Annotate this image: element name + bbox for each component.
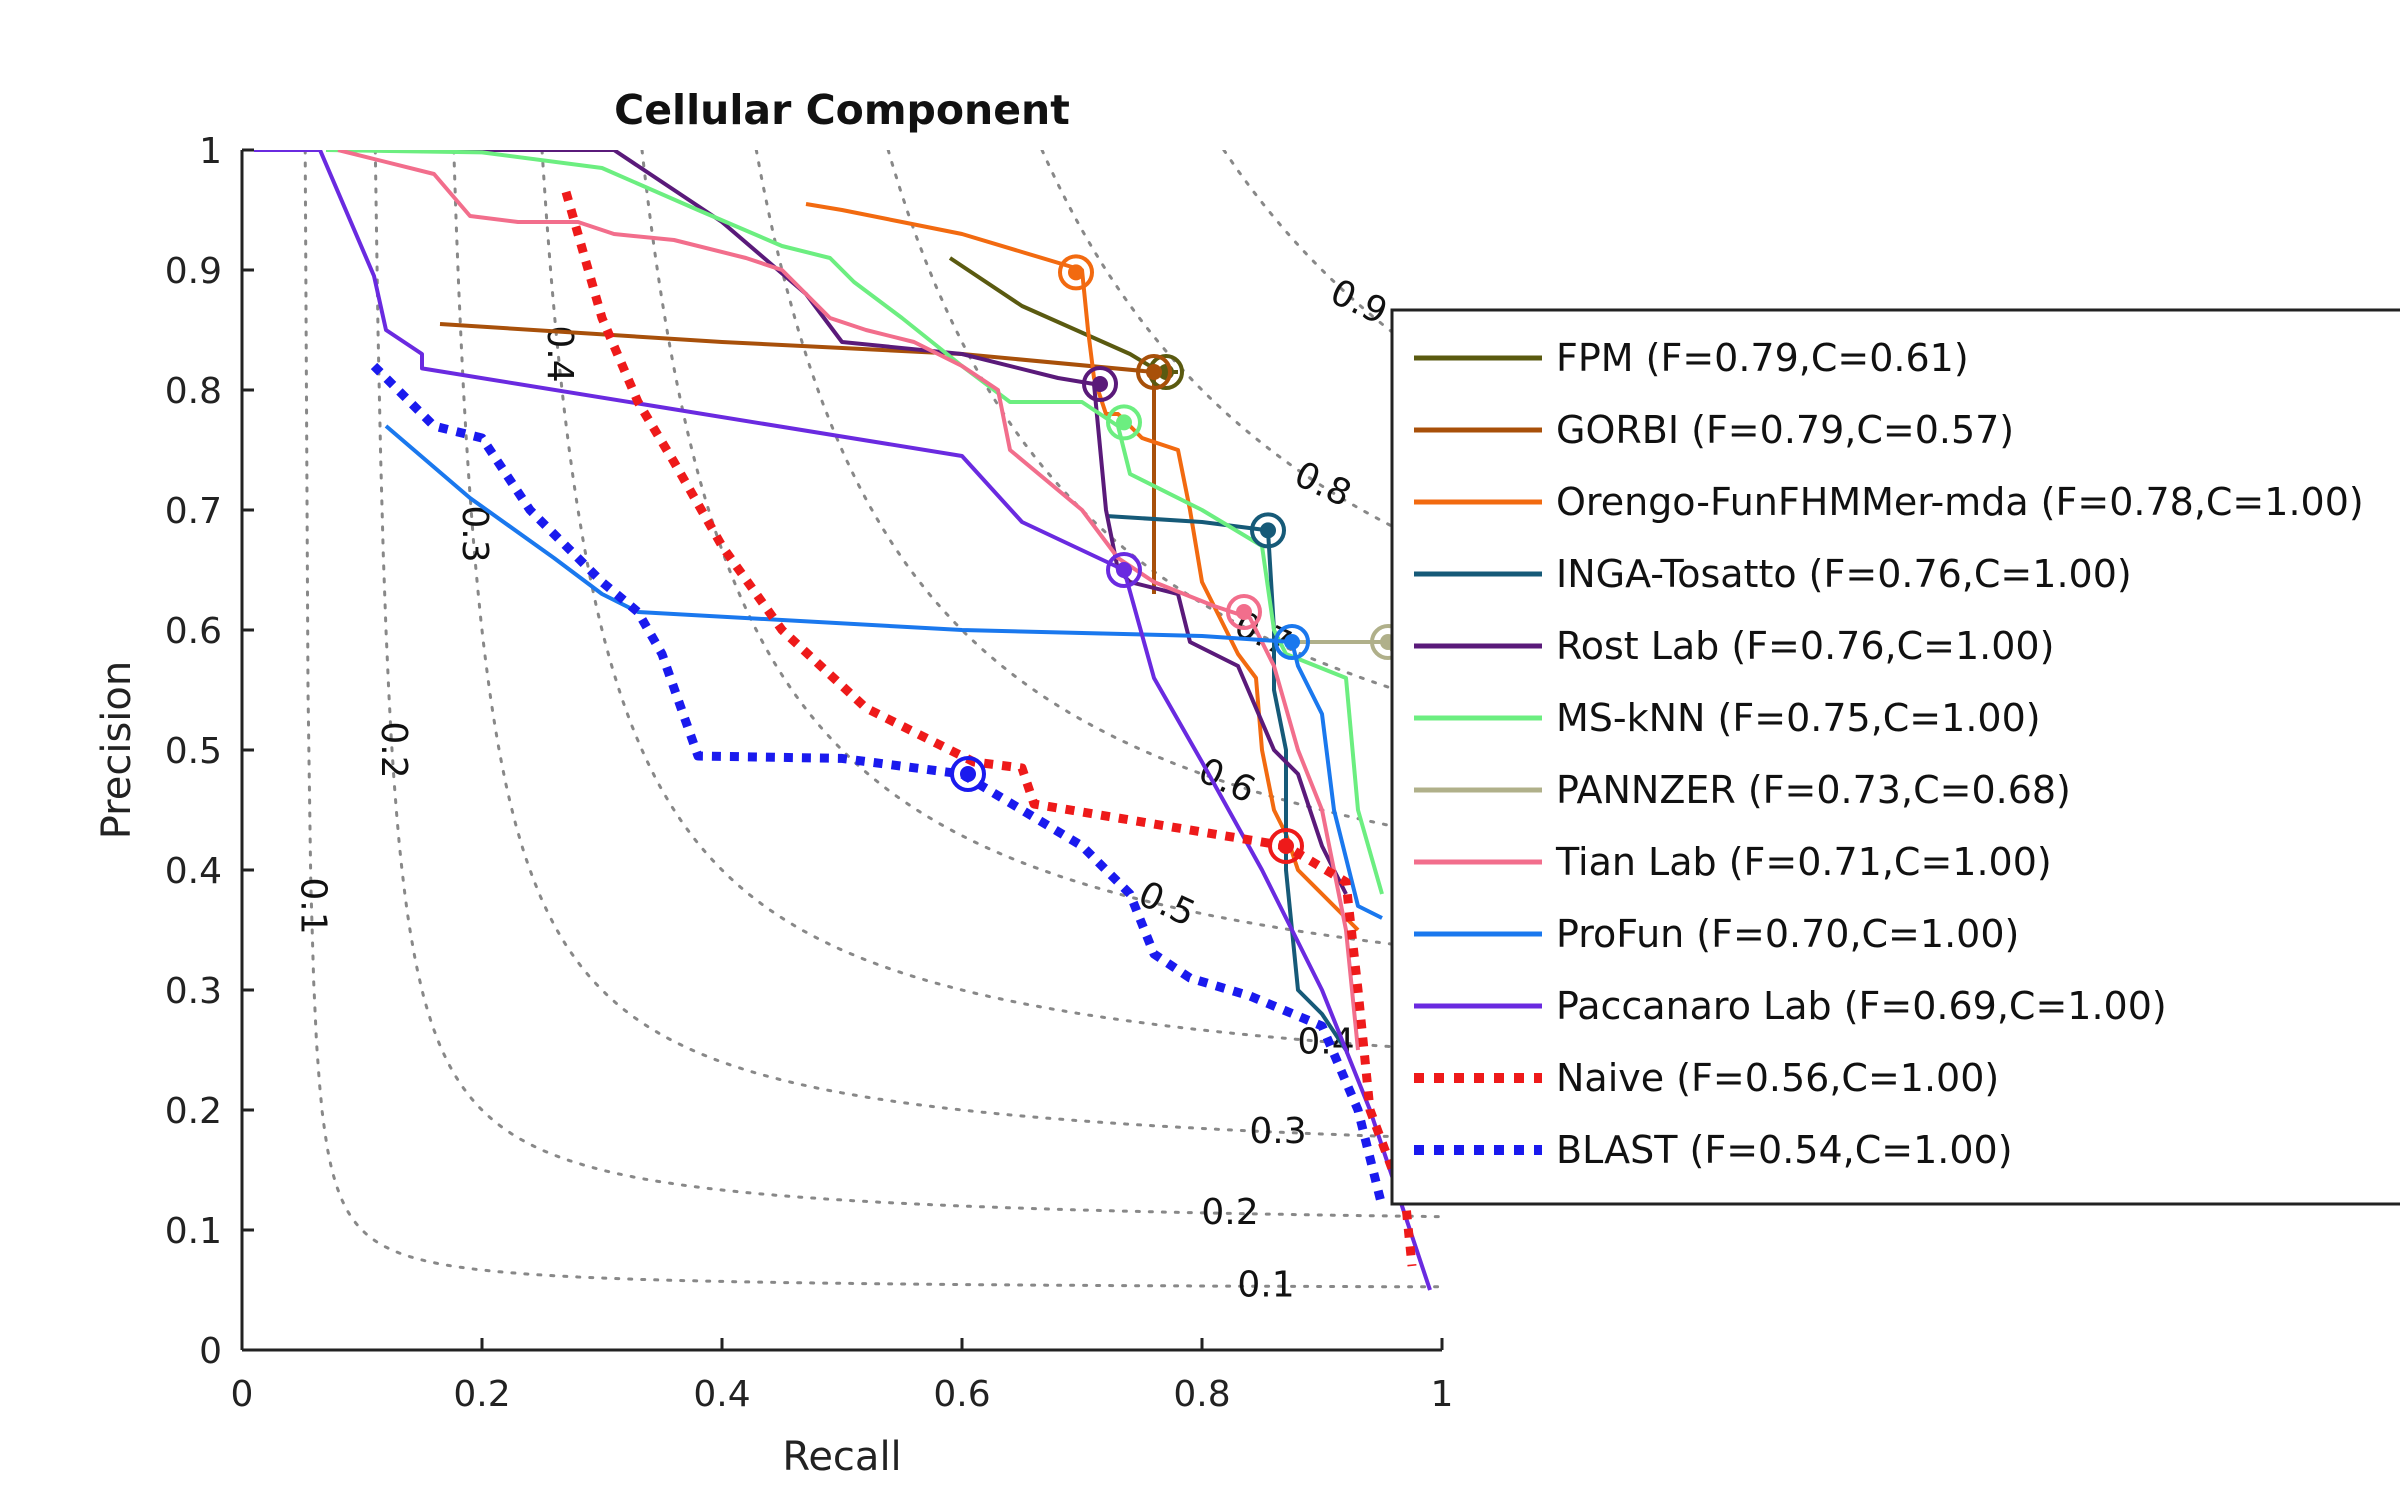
series-line-blast <box>370 362 1387 1208</box>
legend-box <box>1390 308 2400 1206</box>
series-line-orengo-funfhmmer-mda <box>805 202 1360 932</box>
y-tick-label: 1 <box>199 131 222 172</box>
x-tick-label: 0.4 <box>693 1374 750 1415</box>
iso-f-label-0: 0.1 <box>292 877 333 934</box>
legend-label-inga-tosatto: INGA-Tosatto (F=0.76,C=1.00) <box>1556 552 2132 596</box>
iso-f-curve-4 <box>640 150 1442 952</box>
iso-f-curve-8 <box>1222 150 1442 370</box>
max-f-point-rost-lab <box>1092 376 1108 392</box>
max-f-point-blast <box>960 766 976 782</box>
y-tick-label: 0.8 <box>165 371 222 412</box>
iso-f-labels: 0.10.20.30.40.50.60.70.80.90.10.20.30.4 <box>292 272 1393 1306</box>
series-line-paccanaro-lab <box>254 150 1432 1291</box>
iso-f-label-1: 0.2 <box>373 721 414 778</box>
max-f-ring-ms-knn <box>1106 404 1142 441</box>
chart-title: Cellular Component <box>614 86 1070 134</box>
legend-label-orengo-funfhmmer-mda: Orengo-FunFHMMer-mda (F=0.78,C=1.00) <box>1556 480 2364 524</box>
series-line-naive <box>561 190 1417 1267</box>
series-line-inga-tosatto <box>1105 514 1348 1052</box>
max-f-point-inga-tosatto <box>1260 522 1276 539</box>
max-f-markers <box>950 254 1406 864</box>
series-line-tian-lab <box>337 150 1360 1051</box>
iso-f-curve-1 <box>373 150 1442 1219</box>
x-axis-label: Recall <box>782 1434 901 1480</box>
y-tick-label: 0.9 <box>165 251 222 292</box>
x-tick-label: 1 <box>1431 1374 1454 1415</box>
y-tick-label: 0 <box>199 1331 222 1372</box>
max-f-point-gorbi <box>1146 364 1162 380</box>
y-tick-label: 0.7 <box>165 491 222 532</box>
legend-label-naive: Naive (F=0.56,C=1.00) <box>1556 1056 1999 1100</box>
x-tick-label: 0.2 <box>453 1374 510 1415</box>
y-tick-label: 0.1 <box>165 1211 222 1252</box>
legend: FPM (F=0.79,C=0.61) GORBI (F=0.79,C=0.57)… <box>1390 308 2400 1206</box>
legend-label-pannzer: PANNZER (F=0.73,C=0.68) <box>1556 768 2071 812</box>
legend-label-ms-knn: MS-kNN (F=0.75,C=1.00) <box>1556 696 2041 740</box>
max-f-point-ms-knn <box>1116 414 1132 431</box>
series-line-ms-knn <box>325 150 1384 895</box>
y-tick-label: 0.3 <box>165 971 222 1012</box>
max-f-point-naive <box>1278 838 1294 854</box>
legend-label-tian-lab: Tian Lab (F=0.71,C=1.00) <box>1555 840 2052 884</box>
max-f-ring-profun <box>1274 624 1310 660</box>
max-f-ring-paccanaro-lab <box>1106 552 1142 588</box>
iso-f-curve-5 <box>754 150 1442 838</box>
y-tick-label: 0.2 <box>165 1091 222 1132</box>
legend-label-fpm: FPM (F=0.79,C=0.61) <box>1556 336 1969 380</box>
y-axis-ticks: 0 0.1 0.2 0.3 0.4 0.5 0.6 0.7 0.8 0.9 1 <box>165 131 254 1372</box>
max-f-point-profun <box>1284 634 1300 650</box>
iso-f-label-h-0: 0.1 <box>1237 1264 1294 1305</box>
max-f-ring-tian-lab <box>1226 594 1262 630</box>
y-tick-label: 0.4 <box>165 851 222 892</box>
series-lines <box>254 150 1432 1291</box>
legend-label-rost-lab: Rost Lab (F=0.76,C=1.00) <box>1556 624 2054 668</box>
max-f-ring-naive <box>1268 828 1304 864</box>
iso-f-curve-0 <box>303 150 1442 1289</box>
max-f-ring-rost-lab <box>1082 366 1118 402</box>
legend-label-blast: BLAST (F=0.54,C=1.00) <box>1556 1128 2013 1172</box>
iso-f-label-2: 0.3 <box>454 505 495 562</box>
max-f-point-orengo-funfhmmer-mda <box>1068 264 1084 281</box>
x-tick-label: 0.8 <box>1173 1374 1230 1415</box>
iso-f-curve-7 <box>1040 150 1442 552</box>
iso-f-label-h-1: 0.2 <box>1201 1192 1258 1233</box>
y-tick-label: 0.6 <box>165 611 222 652</box>
x-tick-label: 0 <box>231 1374 254 1415</box>
iso-f-curves <box>303 150 1442 1289</box>
max-f-ring-orengo-funfhmmer-mda <box>1058 254 1094 291</box>
max-f-point-tian-lab <box>1236 604 1252 620</box>
legend-label-profun: ProFun (F=0.70,C=1.00) <box>1556 912 2019 956</box>
iso-f-label-7: 0.8 <box>1288 454 1357 515</box>
max-f-ring-gorbi <box>1136 354 1172 390</box>
max-f-point-paccanaro-lab <box>1116 562 1132 578</box>
series-line-profun <box>384 424 1383 920</box>
x-tick-label: 0.6 <box>933 1374 990 1415</box>
legend-label-paccanaro-lab: Paccanaro Lab (F=0.69,C=1.00) <box>1556 984 2167 1028</box>
y-axis-label: Precision <box>94 661 140 839</box>
max-f-ring-inga-tosatto <box>1250 512 1286 549</box>
legend-label-gorbi: GORBI (F=0.79,C=0.57) <box>1556 408 2014 452</box>
iso-f-label-h-2: 0.3 <box>1249 1111 1306 1152</box>
x-axis-ticks: 0 0.2 0.4 0.6 0.8 1 <box>231 1338 1454 1415</box>
max-f-ring-blast <box>950 756 986 792</box>
iso-f-curve-6 <box>886 150 1442 706</box>
iso-f-label-3: 0.4 <box>539 325 580 382</box>
y-tick-label: 0.5 <box>165 731 222 772</box>
